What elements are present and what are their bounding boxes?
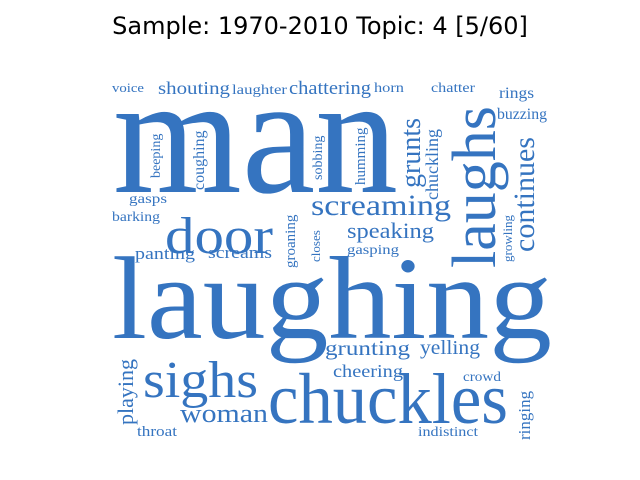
word-cheering: cheering [333,361,403,381]
word-shouting: shouting [158,78,230,98]
word-speaking: speaking [347,218,434,243]
word-voice: voice [112,80,144,95]
word-sighs: sighs [143,352,258,409]
word-groaning: groaning [283,214,299,268]
word-crowd: crowd [463,370,501,385]
word-growling: growling [500,215,515,262]
word-sobbing: sobbing [311,136,326,180]
word-screams: screams [208,243,272,262]
word-panting: panting [135,244,196,263]
word-playing: playing [113,359,138,425]
word-throat: throat [137,424,178,440]
word-ringing: ringing [515,390,534,440]
word-laughing: laughing [112,233,552,364]
word-indistinct: indistinct [418,425,478,440]
word-screaming: screaming [311,189,451,222]
word-coughing: coughing [191,130,208,190]
word-rings: rings [499,85,534,102]
word-buzzing: buzzing [497,106,547,123]
word-chatter: chatter [431,81,475,96]
word-chuckling: chuckling [422,129,442,200]
word-yelling: yelling [420,337,480,359]
word-beeping: beeping [149,134,164,178]
figure-title: Sample: 1970-2010 Topic: 4 [5/60] [112,12,528,40]
word-gasps: gasps [129,192,167,207]
word-grunting: grunting [325,336,411,360]
word-chattering: chattering [289,78,372,99]
word-grunts: grunts [396,118,427,188]
word-horn: horn [374,81,404,96]
word-chuckles: chuckles [268,359,508,439]
word-humming: humming [353,127,369,185]
word-door: door [165,208,273,265]
word-continues: continues [508,137,541,252]
word-gasping: gasping [347,243,399,258]
word-laughs: laughs [441,106,509,268]
word-closes: closes [308,230,323,262]
word-woman: woman [180,399,268,428]
word-laughter: laughter [232,83,287,98]
word-man: man [113,41,398,229]
word-barking: barking [112,210,160,225]
